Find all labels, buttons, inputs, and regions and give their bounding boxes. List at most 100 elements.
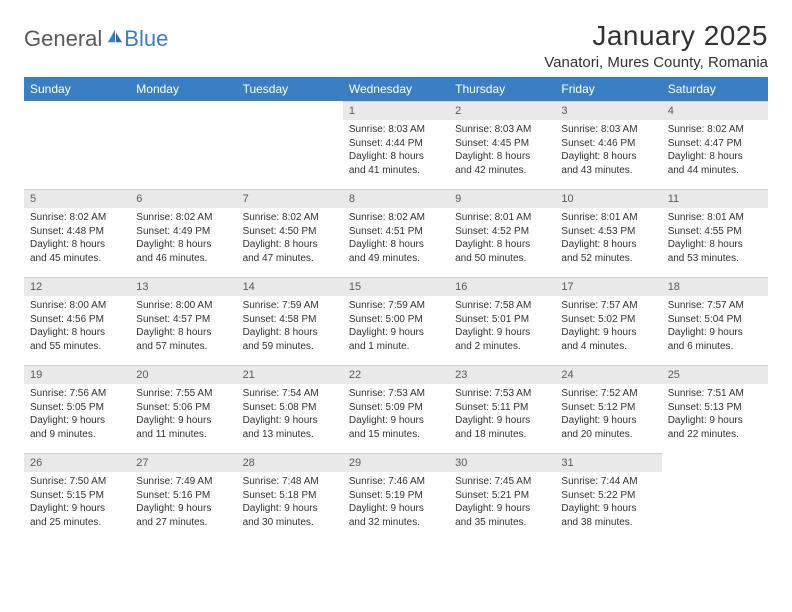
day-number: 1 — [343, 101, 449, 120]
daylight-line-2: and 13 minutes. — [243, 428, 337, 442]
day-details: Sunrise: 7:57 AMSunset: 5:04 PMDaylight:… — [662, 296, 768, 359]
daylight-line-1: Daylight: 9 hours — [349, 502, 443, 516]
sunset-line: Sunset: 5:06 PM — [136, 401, 230, 415]
calendar-day-cell: 26Sunrise: 7:50 AMSunset: 5:15 PMDayligh… — [24, 453, 130, 541]
daylight-line-2: and 30 minutes. — [243, 516, 337, 530]
weekday-header: Friday — [555, 77, 661, 101]
sunrise-line: Sunrise: 7:53 AM — [349, 387, 443, 401]
calendar-day-cell: 2Sunrise: 8:03 AMSunset: 4:45 PMDaylight… — [449, 101, 555, 189]
daylight-line-2: and 35 minutes. — [455, 516, 549, 530]
sunset-line: Sunset: 5:22 PM — [561, 489, 655, 503]
daylight-line-1: Daylight: 9 hours — [561, 502, 655, 516]
calendar-week-row: 5Sunrise: 8:02 AMSunset: 4:48 PMDaylight… — [24, 189, 768, 277]
sunrise-line: Sunrise: 8:02 AM — [349, 211, 443, 225]
calendar-day-cell: 18Sunrise: 7:57 AMSunset: 5:04 PMDayligh… — [662, 277, 768, 365]
daylight-line-2: and 1 minute. — [349, 340, 443, 354]
sunset-line: Sunset: 4:47 PM — [668, 137, 762, 151]
sunset-line: Sunset: 4:56 PM — [30, 313, 124, 327]
day-number: 23 — [449, 365, 555, 384]
daylight-line-2: and 27 minutes. — [136, 516, 230, 530]
day-details: Sunrise: 7:49 AMSunset: 5:16 PMDaylight:… — [130, 472, 236, 535]
day-number: 25 — [662, 365, 768, 384]
daylight-line-1: Daylight: 8 hours — [136, 326, 230, 340]
day-number: 4 — [662, 101, 768, 120]
sunrise-line: Sunrise: 7:51 AM — [668, 387, 762, 401]
sunset-line: Sunset: 5:09 PM — [349, 401, 443, 415]
daylight-line-1: Daylight: 8 hours — [668, 150, 762, 164]
calendar-empty-cell — [130, 101, 236, 189]
day-number: 6 — [130, 189, 236, 208]
day-details: Sunrise: 8:02 AMSunset: 4:49 PMDaylight:… — [130, 208, 236, 271]
calendar-day-cell: 6Sunrise: 8:02 AMSunset: 4:49 PMDaylight… — [130, 189, 236, 277]
sunrise-line: Sunrise: 7:56 AM — [30, 387, 124, 401]
sunset-line: Sunset: 4:57 PM — [136, 313, 230, 327]
sunset-line: Sunset: 4:50 PM — [243, 225, 337, 239]
daylight-line-2: and 55 minutes. — [30, 340, 124, 354]
day-details: Sunrise: 8:01 AMSunset: 4:55 PMDaylight:… — [662, 208, 768, 271]
calendar-day-cell: 20Sunrise: 7:55 AMSunset: 5:06 PMDayligh… — [130, 365, 236, 453]
day-number: 30 — [449, 453, 555, 472]
daylight-line-2: and 41 minutes. — [349, 164, 443, 178]
sunset-line: Sunset: 4:44 PM — [349, 137, 443, 151]
logo-text-general: General — [24, 26, 102, 52]
daylight-line-2: and 45 minutes. — [30, 252, 124, 266]
sunrise-line: Sunrise: 7:49 AM — [136, 475, 230, 489]
day-number: 27 — [130, 453, 236, 472]
calendar-day-cell: 13Sunrise: 8:00 AMSunset: 4:57 PMDayligh… — [130, 277, 236, 365]
day-number: 15 — [343, 277, 449, 296]
daylight-line-1: Daylight: 9 hours — [243, 502, 337, 516]
sunset-line: Sunset: 4:51 PM — [349, 225, 443, 239]
day-number: 20 — [130, 365, 236, 384]
sunrise-line: Sunrise: 7:46 AM — [349, 475, 443, 489]
daylight-line-1: Daylight: 8 hours — [243, 326, 337, 340]
day-number: 13 — [130, 277, 236, 296]
daylight-line-2: and 6 minutes. — [668, 340, 762, 354]
day-number: 29 — [343, 453, 449, 472]
day-details: Sunrise: 7:57 AMSunset: 5:02 PMDaylight:… — [555, 296, 661, 359]
calendar-day-cell: 8Sunrise: 8:02 AMSunset: 4:51 PMDaylight… — [343, 189, 449, 277]
sunrise-line: Sunrise: 7:53 AM — [455, 387, 549, 401]
daylight-line-2: and 50 minutes. — [455, 252, 549, 266]
daylight-line-2: and 11 minutes. — [136, 428, 230, 442]
day-details: Sunrise: 7:59 AMSunset: 5:00 PMDaylight:… — [343, 296, 449, 359]
calendar-day-cell: 12Sunrise: 8:00 AMSunset: 4:56 PMDayligh… — [24, 277, 130, 365]
daylight-line-1: Daylight: 9 hours — [561, 414, 655, 428]
daylight-line-1: Daylight: 9 hours — [455, 414, 549, 428]
sunset-line: Sunset: 5:05 PM — [30, 401, 124, 415]
calendar-day-cell: 21Sunrise: 7:54 AMSunset: 5:08 PMDayligh… — [237, 365, 343, 453]
page-header: General Blue January 2025 Vanatori, Mure… — [24, 20, 768, 71]
weekday-header-row: SundayMondayTuesdayWednesdayThursdayFrid… — [24, 77, 768, 101]
calendar-day-cell: 24Sunrise: 7:52 AMSunset: 5:12 PMDayligh… — [555, 365, 661, 453]
calendar-day-cell: 10Sunrise: 8:01 AMSunset: 4:53 PMDayligh… — [555, 189, 661, 277]
day-details: Sunrise: 8:02 AMSunset: 4:47 PMDaylight:… — [662, 120, 768, 183]
daylight-line-2: and 43 minutes. — [561, 164, 655, 178]
calendar-day-cell: 30Sunrise: 7:45 AMSunset: 5:21 PMDayligh… — [449, 453, 555, 541]
day-details: Sunrise: 8:01 AMSunset: 4:53 PMDaylight:… — [555, 208, 661, 271]
daylight-line-1: Daylight: 9 hours — [455, 326, 549, 340]
daylight-line-2: and 2 minutes. — [455, 340, 549, 354]
sunset-line: Sunset: 5:15 PM — [30, 489, 124, 503]
calendar-empty-cell — [237, 101, 343, 189]
day-details: Sunrise: 7:50 AMSunset: 5:15 PMDaylight:… — [24, 472, 130, 535]
sunrise-line: Sunrise: 8:01 AM — [455, 211, 549, 225]
calendar-day-cell: 25Sunrise: 7:51 AMSunset: 5:13 PMDayligh… — [662, 365, 768, 453]
sunset-line: Sunset: 5:02 PM — [561, 313, 655, 327]
calendar-body: 1Sunrise: 8:03 AMSunset: 4:44 PMDaylight… — [24, 101, 768, 541]
daylight-line-2: and 47 minutes. — [243, 252, 337, 266]
day-details: Sunrise: 8:02 AMSunset: 4:51 PMDaylight:… — [343, 208, 449, 271]
sunset-line: Sunset: 5:12 PM — [561, 401, 655, 415]
daylight-line-1: Daylight: 8 hours — [30, 238, 124, 252]
day-details: Sunrise: 7:51 AMSunset: 5:13 PMDaylight:… — [662, 384, 768, 447]
day-details: Sunrise: 7:46 AMSunset: 5:19 PMDaylight:… — [343, 472, 449, 535]
daylight-line-1: Daylight: 8 hours — [455, 150, 549, 164]
calendar-day-cell: 19Sunrise: 7:56 AMSunset: 5:05 PMDayligh… — [24, 365, 130, 453]
daylight-line-2: and 15 minutes. — [349, 428, 443, 442]
calendar-day-cell: 14Sunrise: 7:59 AMSunset: 4:58 PMDayligh… — [237, 277, 343, 365]
calendar-week-row: 1Sunrise: 8:03 AMSunset: 4:44 PMDaylight… — [24, 101, 768, 189]
daylight-line-2: and 4 minutes. — [561, 340, 655, 354]
sunset-line: Sunset: 5:11 PM — [455, 401, 549, 415]
day-number: 24 — [555, 365, 661, 384]
daylight-line-1: Daylight: 9 hours — [668, 414, 762, 428]
sunset-line: Sunset: 4:49 PM — [136, 225, 230, 239]
calendar-day-cell: 3Sunrise: 8:03 AMSunset: 4:46 PMDaylight… — [555, 101, 661, 189]
